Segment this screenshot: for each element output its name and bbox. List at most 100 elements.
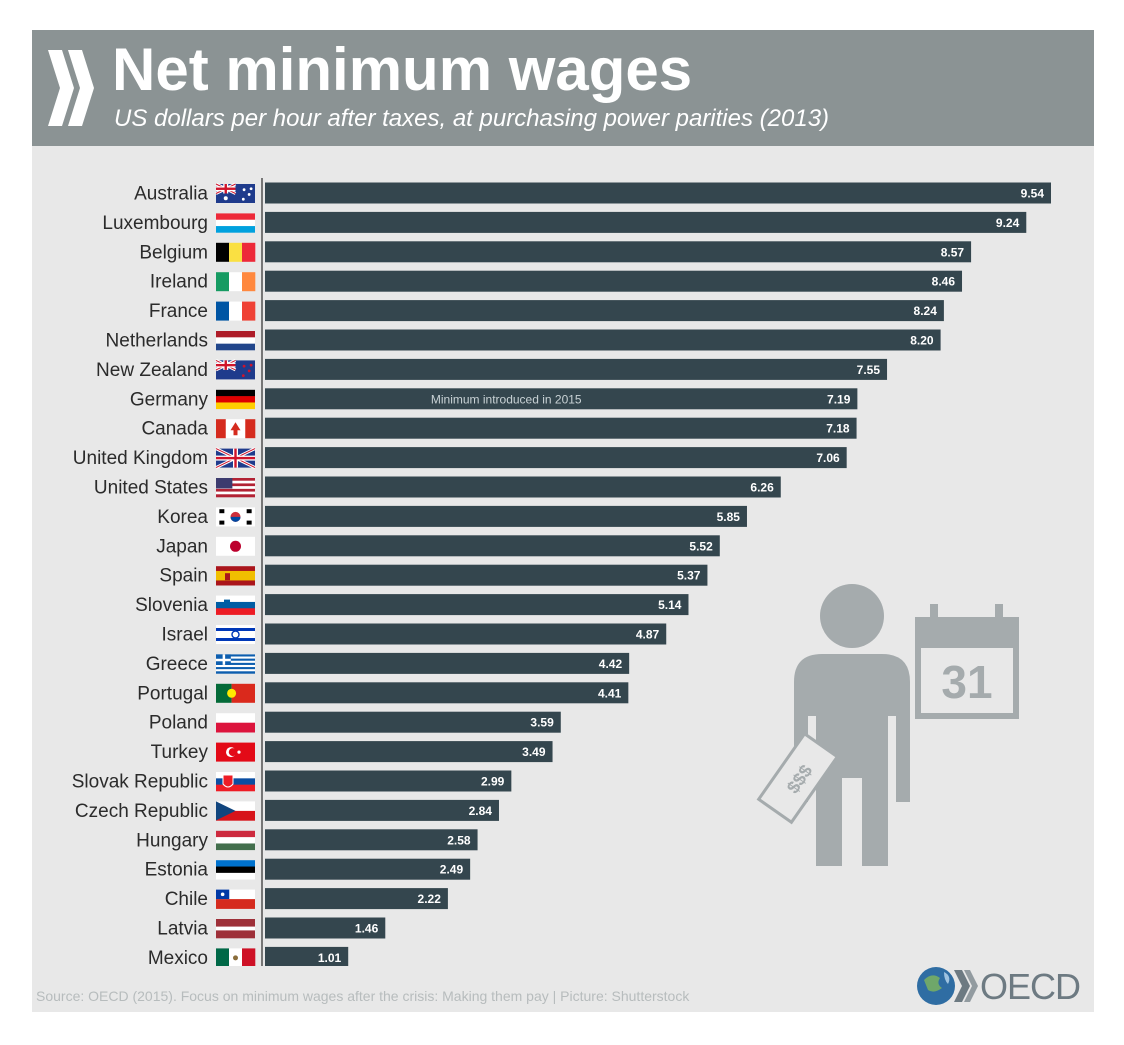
estonia-flag xyxy=(216,860,255,880)
portugal-flag xyxy=(216,683,255,703)
bar xyxy=(265,888,448,910)
category-label: Portugal xyxy=(137,683,208,704)
value-label: 4.41 xyxy=(598,686,622,700)
category-label: Slovak Republic xyxy=(72,772,208,793)
bar xyxy=(265,770,512,792)
bar xyxy=(265,476,781,498)
category-label: Spain xyxy=(159,566,208,587)
category-label: Germany xyxy=(130,389,209,410)
bar xyxy=(265,505,747,527)
netherlands-flag xyxy=(216,331,255,351)
united-kingdom-flag xyxy=(215,447,256,469)
category-label: Czech Republic xyxy=(75,801,208,822)
ireland-flag xyxy=(216,272,256,292)
category-label: France xyxy=(149,301,208,322)
bar xyxy=(265,623,667,645)
chart-title: Net minimum wages xyxy=(112,36,693,103)
worker-illustration: $$$ 31 xyxy=(756,584,1019,866)
bar xyxy=(265,211,1027,233)
canada-flag xyxy=(216,419,256,439)
value-label: 9.54 xyxy=(1021,187,1045,201)
category-label: Canada xyxy=(141,419,208,440)
bar xyxy=(265,182,1051,204)
value-label: 5.85 xyxy=(717,510,741,524)
czech-republic-flag xyxy=(216,801,255,821)
bar xyxy=(265,535,720,557)
value-label: 9.24 xyxy=(996,216,1020,230)
bar xyxy=(265,946,349,966)
bar xyxy=(265,711,561,733)
greece-flag xyxy=(216,654,255,674)
united-states-flag xyxy=(216,478,255,498)
bar xyxy=(265,388,858,410)
value-label: 5.37 xyxy=(677,569,701,583)
svg-text:31: 31 xyxy=(941,656,992,708)
header-banner: Net minimum wages US dollars per hour af… xyxy=(32,30,1094,146)
bar xyxy=(265,799,499,821)
turkey-flag xyxy=(216,742,255,762)
value-label: 2.84 xyxy=(469,804,493,818)
category-label: United States xyxy=(94,478,208,499)
new-zealand-flag xyxy=(215,359,255,380)
category-label: Turkey xyxy=(151,742,209,763)
category-label: United Kingdom xyxy=(73,448,208,469)
bar xyxy=(265,652,630,674)
category-label: Slovenia xyxy=(135,595,208,616)
category-label: Japan xyxy=(156,536,208,557)
category-label: Luxembourg xyxy=(102,213,208,234)
oecd-chevron-icon xyxy=(48,50,94,126)
latvia-flag xyxy=(216,919,255,939)
infographic-panel: Net minimum wages US dollars per hour af… xyxy=(32,30,1094,1012)
category-label: Korea xyxy=(157,507,208,528)
category-label: Poland xyxy=(149,713,208,734)
category-label: Mexico xyxy=(148,948,208,966)
category-label: Chile xyxy=(165,889,208,910)
belgium-flag xyxy=(216,242,256,262)
value-label: 4.87 xyxy=(636,628,660,642)
bar xyxy=(265,447,847,469)
value-label: 8.46 xyxy=(932,275,956,289)
category-label: Latvia xyxy=(157,919,208,940)
bar xyxy=(265,358,888,380)
value-label: 5.14 xyxy=(658,598,682,612)
plot-area: Australia 9.54 Luxembourg 9.24 Belgium 8.57 Ir… xyxy=(72,178,1051,966)
value-label: 7.18 xyxy=(826,422,850,436)
calendar-icon: 31 xyxy=(915,604,1019,719)
value-label: 7.55 xyxy=(857,363,881,377)
value-label: 3.49 xyxy=(522,745,546,759)
bar-annotation: Minimum introduced in 2015 xyxy=(431,392,582,406)
category-label: Netherlands xyxy=(106,331,208,352)
bar xyxy=(265,241,972,263)
category-label: Australia xyxy=(134,184,208,205)
luxembourg-flag xyxy=(216,213,255,233)
bar xyxy=(265,564,708,586)
value-label: 7.06 xyxy=(816,451,840,465)
slovenia-flag xyxy=(216,595,255,615)
mexico-flag xyxy=(216,948,256,966)
category-label: Belgium xyxy=(139,242,208,263)
category-label: Greece xyxy=(146,654,208,675)
category-label: New Zealand xyxy=(96,360,208,381)
bar xyxy=(265,682,629,704)
value-label: 2.58 xyxy=(447,833,471,847)
category-label: Israel xyxy=(162,625,208,646)
value-label: 8.20 xyxy=(910,334,934,348)
bar-chart: $$$ 31 Australia 9.54 Luxembourg 9.24 Belgiu… xyxy=(72,178,1051,966)
bar xyxy=(265,741,553,763)
slovak-republic-flag xyxy=(216,772,255,792)
value-label: 2.99 xyxy=(481,775,505,789)
chart-subtitle: US dollars per hour after taxes, at purc… xyxy=(114,105,830,132)
value-label: 1.01 xyxy=(318,951,342,965)
globe-icon xyxy=(917,967,978,1005)
israel-flag xyxy=(216,625,255,644)
value-label: 2.22 xyxy=(418,892,442,906)
japan-flag xyxy=(216,536,255,556)
bar xyxy=(265,270,963,292)
korea-flag xyxy=(216,507,255,527)
source-note: Source: OECD (2015). Focus on minimum wa… xyxy=(36,988,690,1004)
bar xyxy=(265,858,471,880)
value-label: 4.42 xyxy=(599,657,623,671)
bar xyxy=(265,329,941,351)
category-label: Estonia xyxy=(145,860,209,881)
category-label: Ireland xyxy=(150,272,208,293)
